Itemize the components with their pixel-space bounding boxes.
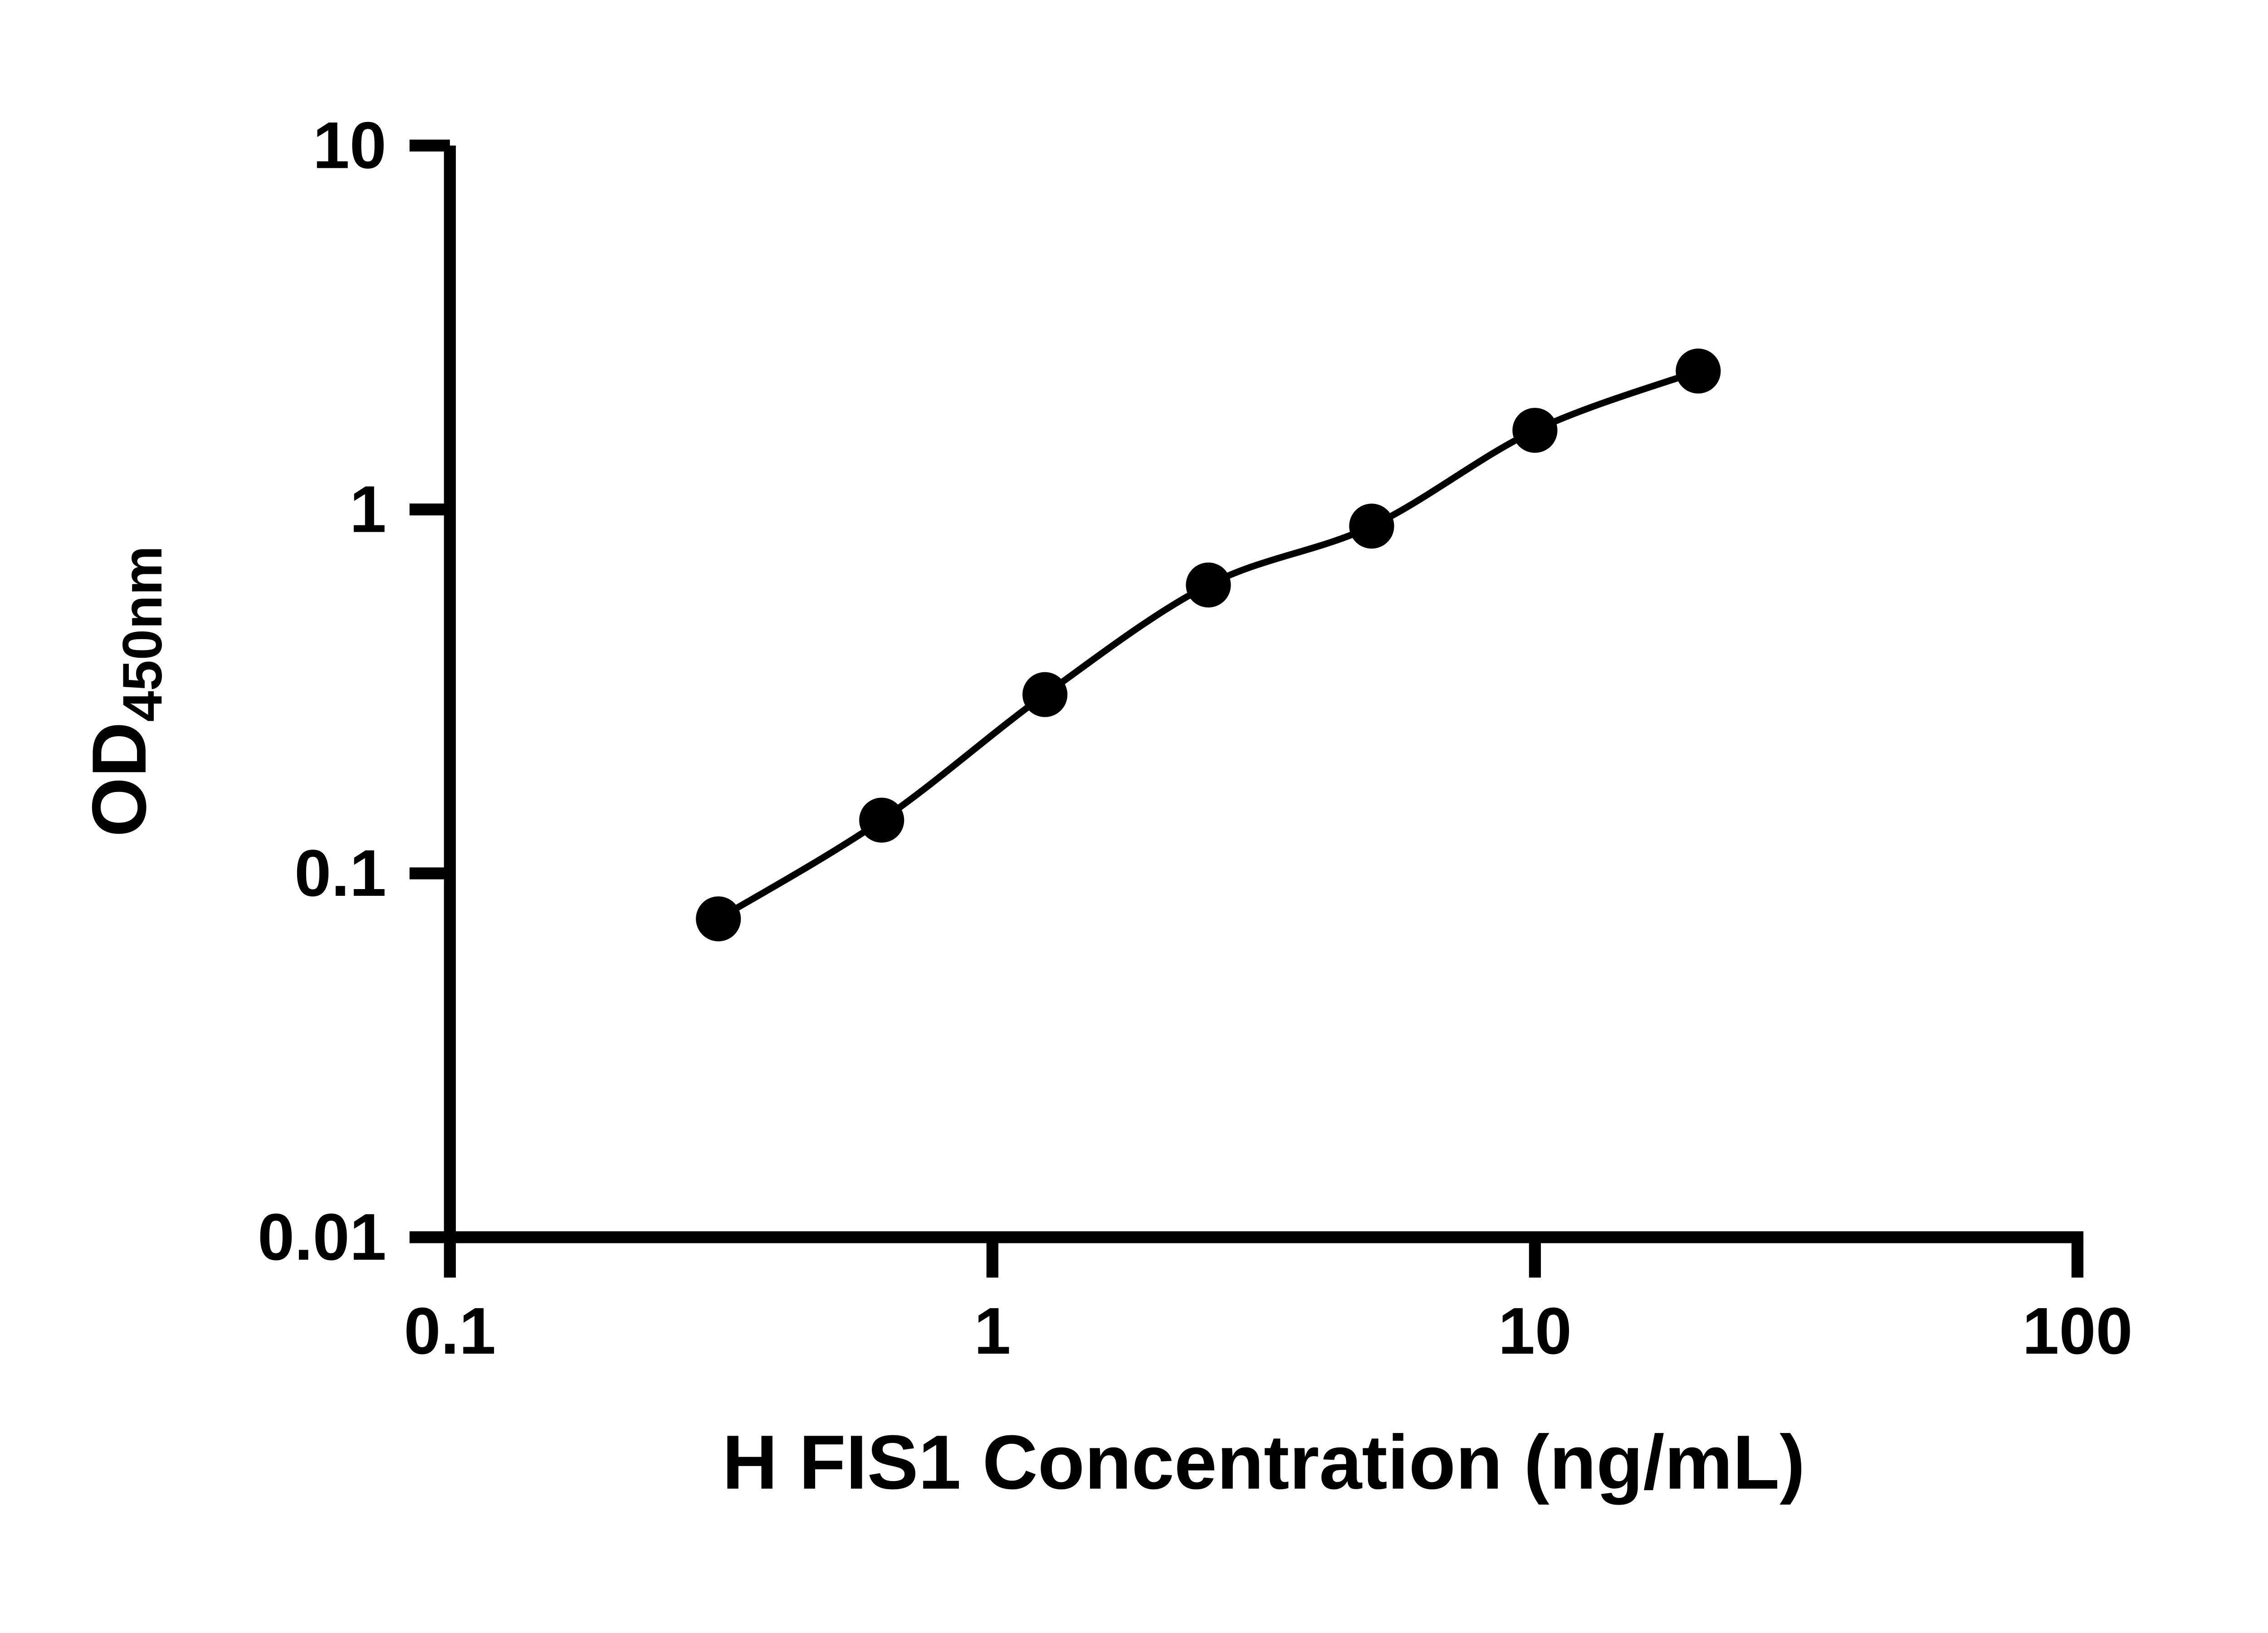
x-tick-label: 1 [974, 1294, 1011, 1368]
y-tick-label: 1 [350, 472, 386, 546]
x-tick-label: 10 [1498, 1294, 1572, 1368]
data-point [1512, 408, 1558, 453]
y-tick-label: 0.01 [258, 1200, 386, 1274]
y-axis-title: OD450nm [76, 546, 173, 837]
fit-curve [716, 368, 1700, 922]
data-point [859, 797, 904, 843]
data-point [1186, 562, 1231, 608]
x-tick-label: 100 [2022, 1294, 2132, 1368]
data-point [1676, 348, 1721, 394]
y-tick-label: 10 [313, 108, 386, 182]
x-tick-label: 0.1 [404, 1294, 496, 1368]
page: 0.1 1 10 100 0.01 0.1 1 10 H FIS1 Concentration … [76, 108, 2133, 1505]
data-point [1349, 504, 1394, 549]
data-point [696, 896, 741, 942]
data-point [1022, 672, 1068, 717]
x-axis-title: H FIS1 Concentration (ng/mL) [722, 1419, 1805, 1505]
elisa-standard-curve-chart: 0.1 1 10 100 0.01 0.1 1 10 H FIS1 Concentration … [76, 108, 2133, 1505]
y-tick-label: 0.1 [294, 836, 386, 910]
